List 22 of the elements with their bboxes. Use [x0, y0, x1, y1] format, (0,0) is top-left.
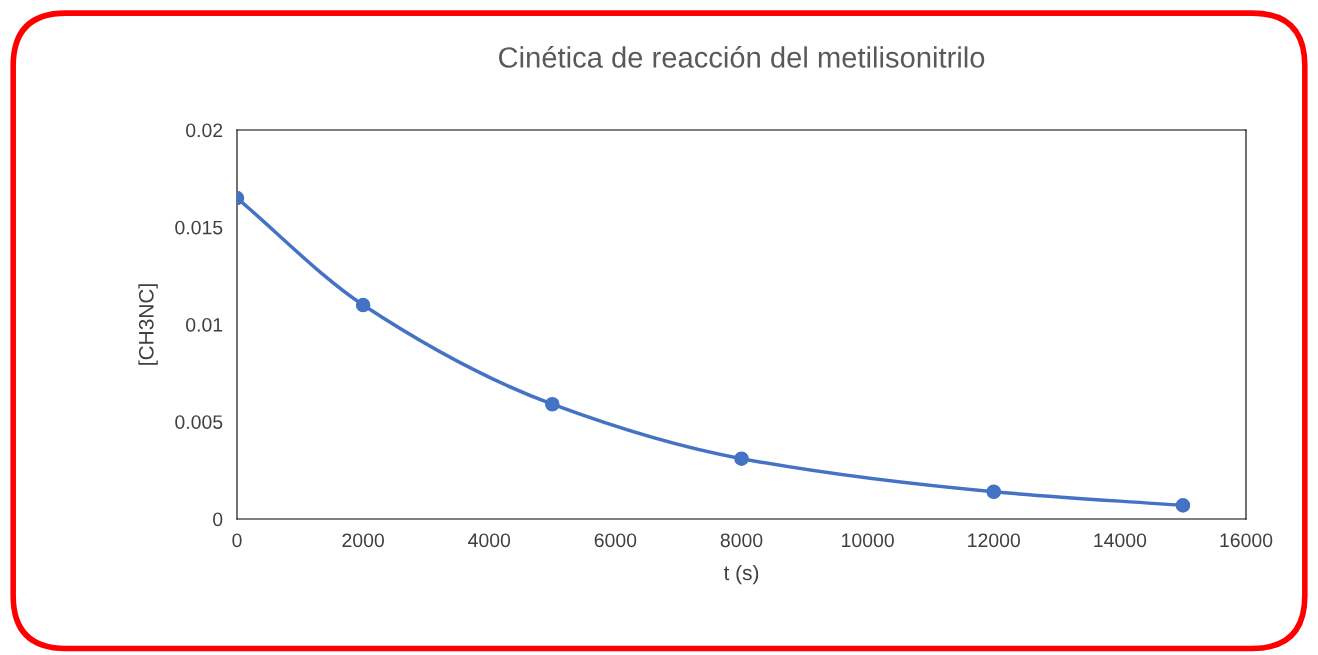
point — [1175, 498, 1191, 513]
x-tick-label: 4000 — [468, 533, 511, 548]
y-tick-label: 0 — [213, 512, 223, 527]
y-axis-title: [CH3NC] — [138, 284, 158, 365]
x-tick-label: 14000 — [1094, 533, 1147, 548]
y-tick-label: 0.02 — [186, 123, 223, 138]
x-axis-title: t (s) — [723, 564, 759, 585]
x-tick-label: 12000 — [968, 533, 1021, 548]
point — [734, 451, 749, 466]
x-tick-label: 16000 — [1220, 533, 1273, 548]
y-tick-label: 0.01 — [186, 317, 223, 332]
y-tick-label: 0.005 — [175, 415, 223, 429]
x-tick-label: 6000 — [594, 533, 637, 548]
chart-title: Cinética de reacción del metilisonitrilo — [499, 46, 985, 68]
x-tick-label: 10000 — [842, 533, 894, 548]
x-tick-label: 2000 — [342, 533, 384, 548]
point — [986, 484, 1002, 500]
point — [545, 396, 560, 412]
x-tick-label: 8000 — [720, 533, 763, 548]
point — [355, 297, 371, 313]
x-tick-label: 0 — [232, 533, 242, 548]
y-tick-label: 0.015 — [175, 220, 223, 235]
